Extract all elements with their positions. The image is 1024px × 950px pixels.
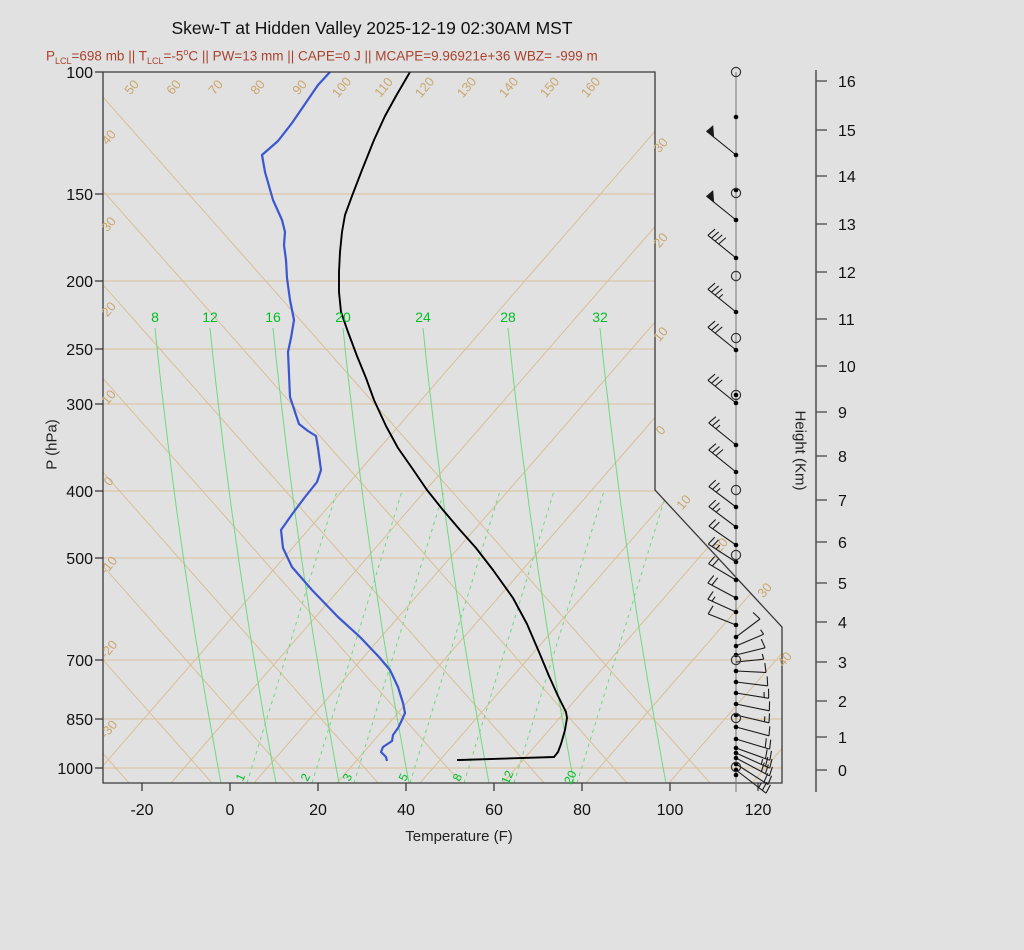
- svg-text:30: 30: [650, 135, 671, 156]
- svg-text:28: 28: [500, 309, 516, 325]
- svg-text:40: 40: [98, 127, 119, 148]
- svg-text:200: 200: [66, 274, 93, 291]
- svg-text:15: 15: [838, 123, 856, 140]
- svg-text:5: 5: [838, 576, 847, 593]
- svg-text:80: 80: [573, 802, 591, 819]
- subtitle-segment: LCL: [146, 56, 164, 67]
- svg-text:130: 130: [454, 74, 479, 100]
- svg-text:40: 40: [397, 802, 415, 819]
- svg-text:1000: 1000: [57, 761, 93, 778]
- svg-text:110: 110: [371, 74, 396, 100]
- svg-text:-30: -30: [97, 717, 121, 741]
- svg-text:50: 50: [121, 77, 142, 98]
- svg-text:-10: -10: [97, 553, 121, 577]
- svg-text:8: 8: [450, 771, 466, 783]
- subtitle-segment: o: [183, 47, 189, 57]
- svg-text:7: 7: [838, 493, 847, 510]
- svg-text:20: 20: [309, 802, 327, 819]
- svg-text:160: 160: [578, 74, 603, 100]
- svg-text:300: 300: [66, 397, 93, 414]
- svg-text:20: 20: [335, 309, 351, 325]
- svg-text:150: 150: [66, 187, 93, 204]
- svg-text:2: 2: [298, 771, 314, 783]
- svg-text:60: 60: [485, 802, 503, 819]
- svg-text:12: 12: [202, 309, 218, 325]
- svg-text:70: 70: [205, 77, 226, 98]
- svg-text:3: 3: [838, 655, 847, 672]
- svg-text:500: 500: [66, 551, 93, 568]
- svg-text:10: 10: [673, 492, 694, 513]
- svg-text:100: 100: [66, 65, 93, 82]
- svg-text:4: 4: [838, 615, 847, 632]
- svg-text:700: 700: [66, 653, 93, 670]
- chart-title: Skew-T at Hidden Valley 2025-12-19 02:30…: [171, 18, 573, 38]
- svg-text:90: 90: [289, 77, 310, 98]
- svg-text:1: 1: [838, 730, 847, 747]
- svg-text:8: 8: [151, 309, 159, 325]
- svg-text:-20: -20: [130, 802, 153, 819]
- svg-text:24: 24: [415, 309, 431, 325]
- svg-text:-20: -20: [97, 637, 121, 661]
- subtitle-segment: LCL: [55, 56, 72, 67]
- svg-text:14: 14: [838, 169, 856, 186]
- subtitle-segment: =-5: [163, 48, 184, 64]
- svg-text:0: 0: [838, 763, 847, 780]
- svg-text:5: 5: [396, 771, 412, 783]
- svg-text:400: 400: [66, 484, 93, 501]
- svg-text:850: 850: [66, 712, 93, 729]
- svg-text:32: 32: [592, 309, 608, 325]
- subtitle-segment: C || PW=13 mm || CAPE=0 J || MCAPE=9.969…: [188, 48, 598, 64]
- svg-text:9: 9: [838, 405, 847, 422]
- svg-text:120: 120: [412, 74, 437, 100]
- svg-text:13: 13: [838, 217, 856, 234]
- svg-text:12: 12: [838, 265, 856, 282]
- svg-text:2: 2: [838, 694, 847, 711]
- svg-text:11: 11: [838, 312, 855, 329]
- svg-text:140: 140: [496, 74, 521, 100]
- svg-text:40: 40: [774, 649, 795, 670]
- svg-text:30: 30: [98, 214, 119, 235]
- svg-text:120: 120: [745, 802, 772, 819]
- svg-text:20: 20: [650, 230, 671, 251]
- svg-text:20: 20: [98, 299, 119, 320]
- subtitle-segment: =698 mb || T: [71, 48, 147, 64]
- subtitle-segment: P: [46, 48, 56, 64]
- svg-text:10: 10: [838, 359, 856, 376]
- svg-text:16: 16: [838, 74, 856, 91]
- chart-subtitle: PLCL=698 mb || TLCL=-5oC || PW=13 mm || …: [46, 47, 598, 66]
- temperature-axis-title: Temperature (F): [405, 828, 513, 845]
- svg-text:6: 6: [838, 535, 847, 552]
- svg-text:10: 10: [650, 324, 671, 345]
- svg-text:12: 12: [498, 768, 516, 786]
- svg-text:1: 1: [233, 771, 249, 783]
- svg-text:100: 100: [329, 74, 354, 100]
- svg-text:250: 250: [66, 342, 93, 359]
- svg-text:8: 8: [838, 449, 847, 466]
- svg-text:3: 3: [340, 771, 356, 783]
- svg-text:60: 60: [163, 77, 184, 98]
- svg-text:80: 80: [247, 77, 268, 98]
- svg-text:0: 0: [226, 802, 235, 819]
- svg-text:100: 100: [657, 802, 684, 819]
- svg-text:16: 16: [265, 309, 281, 325]
- svg-text:150: 150: [537, 74, 562, 100]
- svg-text:30: 30: [754, 580, 775, 601]
- svg-text:20: 20: [561, 768, 579, 786]
